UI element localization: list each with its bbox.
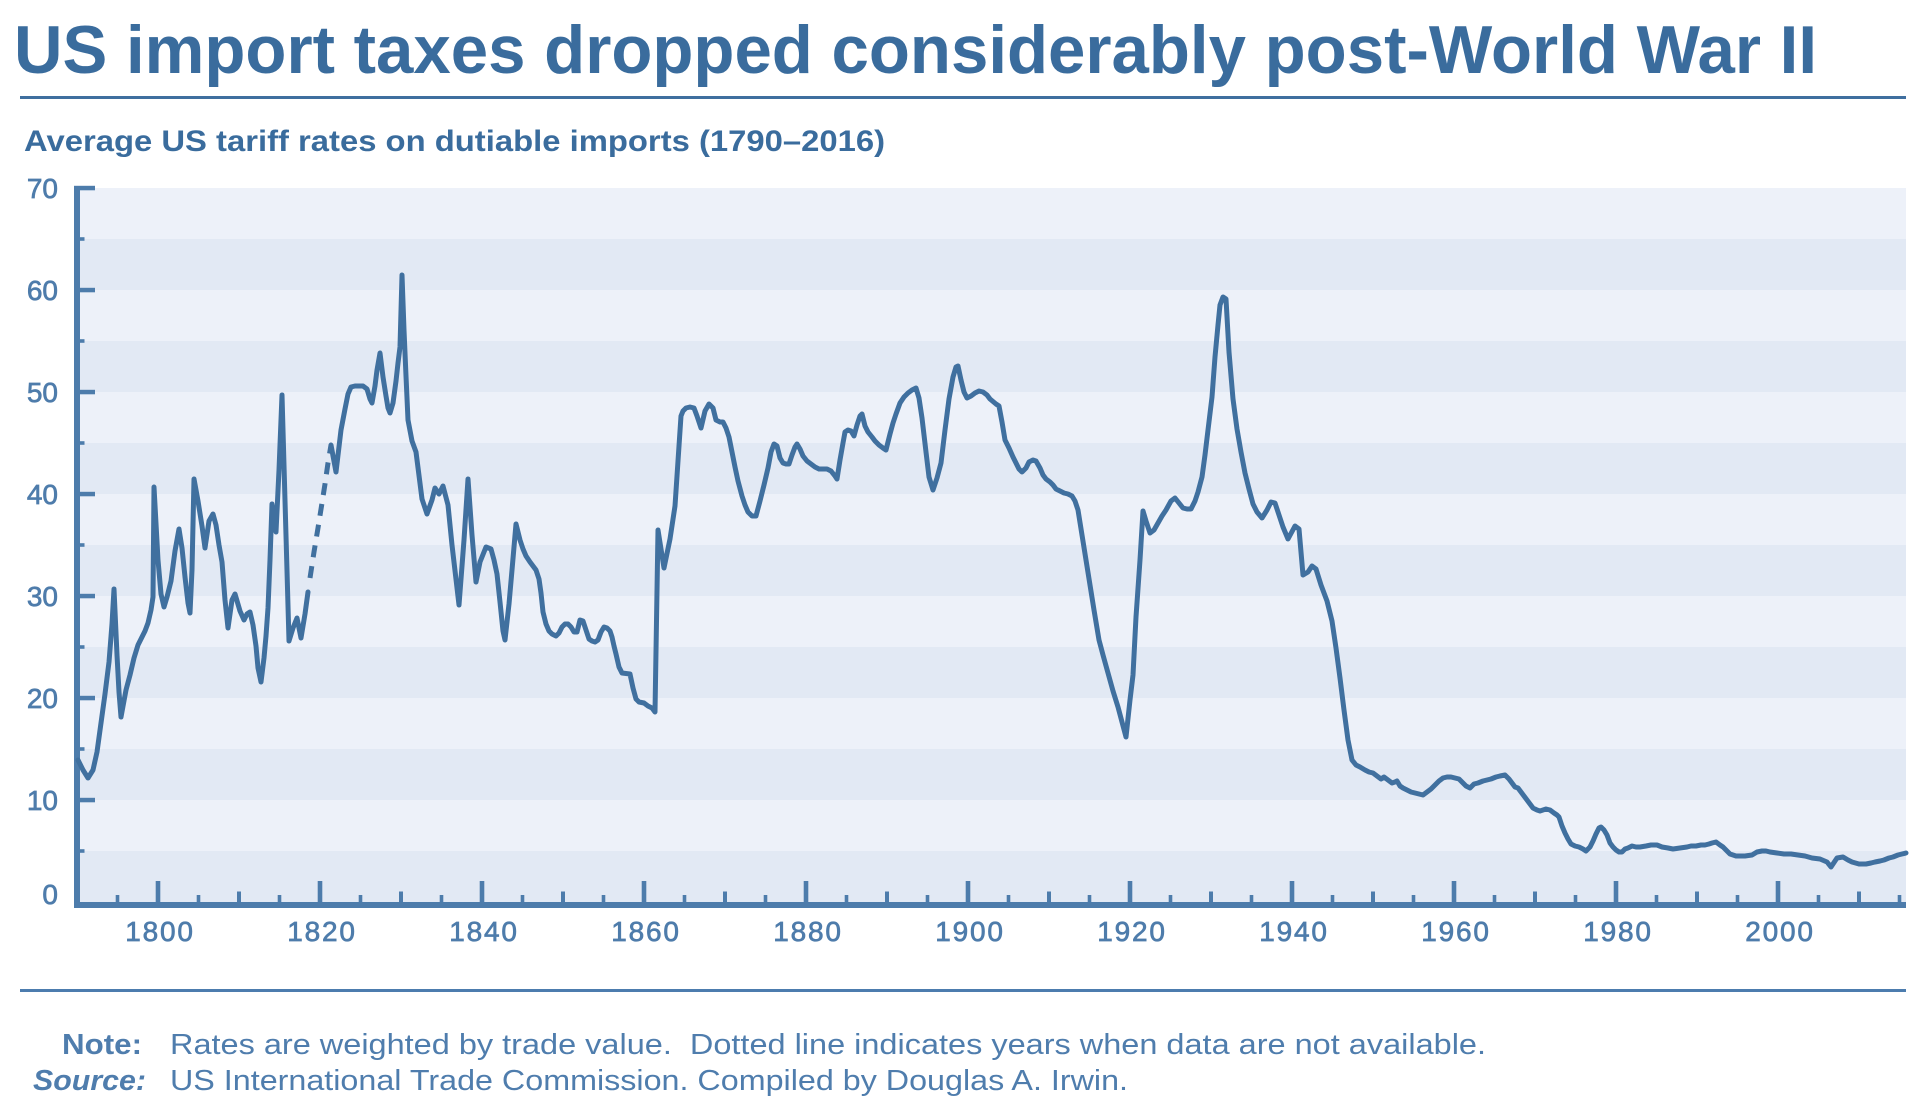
svg-text:1900: 1900 (935, 916, 1005, 947)
svg-text:2000: 2000 (1745, 916, 1815, 947)
svg-text:Source:: Source: (33, 1065, 146, 1097)
svg-text:30: 30 (27, 581, 58, 612)
svg-text:1940: 1940 (1259, 916, 1329, 947)
svg-text:20: 20 (27, 683, 58, 714)
svg-text:1820: 1820 (287, 916, 357, 947)
svg-text:US International Trade Commiss: US International Trade Commission. Compi… (170, 1065, 1128, 1097)
svg-text:10: 10 (27, 785, 58, 816)
svg-text:1860: 1860 (611, 916, 681, 947)
svg-text:1880: 1880 (773, 916, 843, 947)
svg-text:1960: 1960 (1421, 916, 1491, 947)
svg-text:1980: 1980 (1583, 916, 1653, 947)
svg-text:Rates are weighted by trade va: Rates are weighted by trade value. Dotte… (170, 1029, 1486, 1061)
svg-text:1920: 1920 (1097, 916, 1167, 947)
svg-text:1800: 1800 (125, 916, 195, 947)
svg-text:60: 60 (27, 275, 58, 306)
svg-text:50: 50 (27, 377, 58, 408)
svg-text:Average US tariff rates on dut: Average US tariff rates on dutiable impo… (24, 125, 885, 158)
svg-text:0: 0 (42, 879, 58, 910)
svg-text:40: 40 (27, 479, 58, 510)
svg-text:70: 70 (27, 173, 58, 204)
svg-text:Note:: Note: (62, 1029, 142, 1061)
svg-text:US import taxes dropped consid: US import taxes dropped considerably pos… (14, 12, 1817, 88)
svg-text:1840: 1840 (449, 916, 519, 947)
